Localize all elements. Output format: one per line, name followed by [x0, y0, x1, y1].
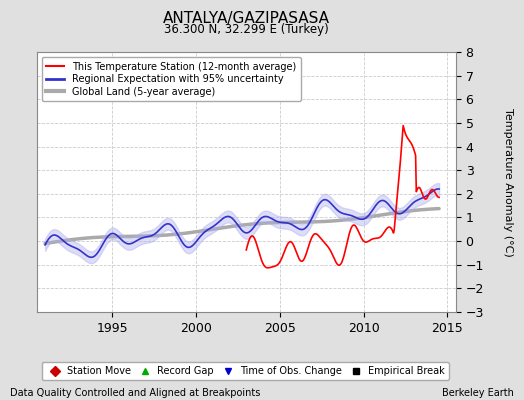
Text: ANTALYA/GAZIPASASA: ANTALYA/GAZIPASASA [163, 10, 330, 26]
Legend: Station Move, Record Gap, Time of Obs. Change, Empirical Break: Station Move, Record Gap, Time of Obs. C… [41, 362, 449, 380]
Text: Data Quality Controlled and Aligned at Breakpoints: Data Quality Controlled and Aligned at B… [10, 388, 261, 398]
Text: 36.300 N, 32.299 E (Turkey): 36.300 N, 32.299 E (Turkey) [164, 24, 329, 36]
Text: Berkeley Earth: Berkeley Earth [442, 388, 514, 398]
Y-axis label: Temperature Anomaly (°C): Temperature Anomaly (°C) [504, 108, 514, 256]
